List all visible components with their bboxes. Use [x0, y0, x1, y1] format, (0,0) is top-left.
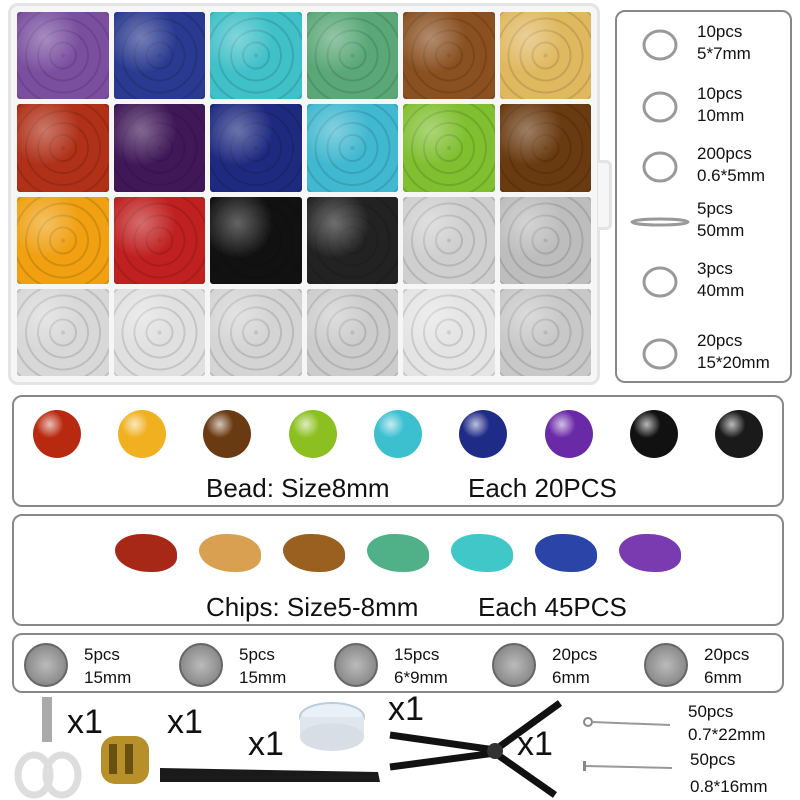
- tray-compartment: [113, 12, 205, 100]
- tray-compartment: [113, 288, 205, 376]
- finding-text: 20pcs 15*20mm: [697, 331, 770, 372]
- bead-sample: [459, 410, 508, 458]
- tray-compartment: [113, 104, 205, 192]
- tray-compartment: [403, 196, 495, 284]
- bead-sample: [629, 410, 678, 458]
- tibetan-bead-icon: [334, 643, 378, 687]
- charm-text: 20pcs 6mm: [704, 645, 750, 687]
- tray-compartment: [17, 104, 109, 192]
- chips-panel: Chips: Size5-8mm Each 45PCS: [12, 514, 784, 626]
- finding-text: 3pcs 40mm: [697, 259, 745, 300]
- pinch-bail-icon: [625, 25, 695, 65]
- eye-pin-icon: [583, 717, 673, 771]
- chip-sample: [535, 534, 597, 572]
- tweezers-qty: x1: [248, 725, 284, 763]
- opener-ring-qty: x1: [167, 703, 203, 741]
- chip-sample: [199, 534, 261, 572]
- tray-compartment: [210, 288, 302, 376]
- chip-sample: [115, 534, 177, 572]
- finding-text: 200pcs 0.6*5mm: [697, 144, 766, 185]
- bead-opener-ring-icon: [101, 736, 149, 784]
- bead-sample: [544, 410, 593, 458]
- tray-compartment: [17, 12, 109, 100]
- bead-organizer-tray: [8, 3, 600, 385]
- head-pin-label: 50pcs 0.8*16mm: [690, 748, 767, 798]
- eye-pin-label: 50pcs 0.7*22mm: [688, 700, 765, 746]
- tray-compartment: [499, 288, 591, 376]
- earring-hook-icon: [625, 334, 695, 374]
- bead-row: [14, 409, 782, 459]
- chip-sample: [283, 534, 345, 572]
- tray-compartment: [210, 12, 302, 100]
- scissors-qty: x1: [67, 703, 103, 741]
- finding-item: 200pcs 0.6*5mm: [617, 137, 790, 197]
- tray-compartment: [403, 288, 495, 376]
- finding-item: 20pcs 15*20mm: [617, 324, 790, 384]
- finding-item: 5pcs 50mm: [617, 192, 790, 252]
- finding-text: 10pcs 5*7mm: [697, 22, 751, 63]
- bead-count-label: Each 20PCS: [468, 473, 617, 503]
- tray-compartment: [113, 196, 205, 284]
- bead-sample: [288, 410, 337, 458]
- chip-count-label: Each 45PCS: [478, 592, 627, 622]
- pliers-icon: [389, 700, 563, 798]
- tray-compartment: [306, 288, 398, 376]
- bead-sample: [117, 410, 166, 458]
- tweezers-icon: [160, 768, 380, 782]
- om-charm-icon: [24, 643, 68, 687]
- bead-sample: [32, 410, 81, 458]
- head-pin-size: 0.8*16mm: [690, 777, 768, 796]
- tray-compartment: [306, 196, 398, 284]
- elastic-cord-spool-icon: [299, 702, 365, 751]
- finding-item: 3pcs 40mm: [617, 252, 790, 312]
- tray-compartment: [17, 288, 109, 376]
- tray-compartment: [17, 196, 109, 284]
- lobster-clasp-icon: [625, 87, 695, 127]
- tray-compartment: [210, 196, 302, 284]
- charm-text: 5pcs 15mm: [84, 645, 132, 687]
- tray-compartment: [499, 196, 591, 284]
- finding-text: 10pcs 10mm: [697, 84, 745, 125]
- bead-size-label: Bead: Size8mm: [206, 473, 390, 503]
- chain-icon: [625, 262, 695, 302]
- chip-size-label: Chips: Size5-8mm: [206, 592, 419, 622]
- chip-sample: [619, 534, 681, 572]
- chip-sample: [367, 534, 429, 572]
- tray-compartment: [499, 12, 591, 100]
- beads-panel: Bead: Size8mm Each 20PCS: [12, 395, 784, 507]
- eye-pin-size: 0.7*22mm: [688, 725, 766, 744]
- scissors-icon: [14, 697, 82, 799]
- eye-pin-qty: 50pcs: [688, 702, 734, 721]
- bead-sample: [203, 410, 252, 458]
- spacer-bead-icon: [492, 643, 536, 687]
- tray-compartment: [403, 12, 495, 100]
- tray-compartment: [210, 104, 302, 192]
- finding-item: 10pcs 10mm: [617, 77, 790, 137]
- charm-text: 20pcs 6mm: [552, 645, 598, 687]
- charm-text: 5pcs 15mm: [239, 645, 287, 687]
- lotus-charm-icon: [179, 643, 223, 687]
- chip-sample: [451, 534, 513, 572]
- jump-ring-icon: [625, 147, 695, 187]
- head-pin-qty: 50pcs: [690, 750, 736, 769]
- tray-latch: [598, 160, 612, 230]
- charm-text: 15pcs 6*9mm: [394, 645, 448, 687]
- tray-compartment: [499, 104, 591, 192]
- chip-row: [14, 528, 782, 578]
- rondelle-spacer-icon: [644, 643, 688, 687]
- bead-sample: [373, 410, 422, 458]
- finding-text: 5pcs 50mm: [697, 199, 745, 240]
- pliers-qty: x1: [517, 725, 553, 763]
- finding-item: 10pcs 5*7mm: [617, 15, 790, 75]
- tray-compartment: [403, 104, 495, 192]
- cord-qty: x1: [388, 690, 424, 728]
- charms-panel: 5pcs 15mm 5pcs 15mm 15pcs 6*9mm 20pcs 6mm 20pcs 6…: [12, 633, 784, 693]
- extender-chain-icon: [625, 202, 695, 242]
- findings-panel: 10pcs 5*7mm 10pcs 10mm 200pcs 0.6*5mm 5pcs 50mm…: [615, 10, 792, 383]
- tray-compartment: [306, 104, 398, 192]
- tray-compartment: [306, 12, 398, 100]
- bead-sample: [715, 410, 764, 458]
